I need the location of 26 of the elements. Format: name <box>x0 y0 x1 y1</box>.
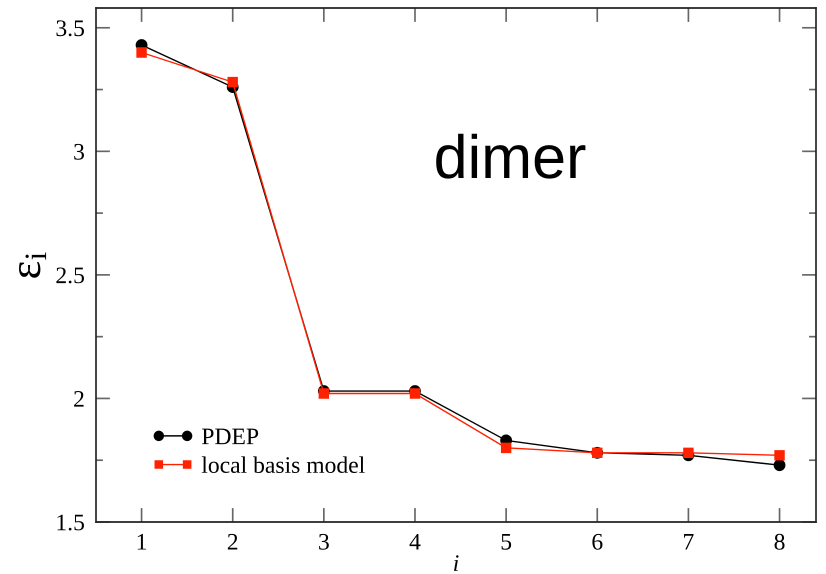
legend-label: PDEP <box>202 428 258 444</box>
point <box>318 388 330 399</box>
point <box>774 450 785 460</box>
y-tick-label: 3.5 <box>56 20 84 36</box>
point <box>683 448 694 458</box>
annotation: dimer <box>436 134 586 179</box>
point <box>228 76 238 88</box>
x-tick-label: 2 <box>228 534 238 550</box>
x-tick-label: 1 <box>138 534 146 550</box>
point <box>500 442 512 454</box>
legend-label: local basis model <box>202 456 365 474</box>
x-tick-label: 5 <box>502 534 512 550</box>
y-tick-label: 3 <box>74 144 84 160</box>
x-tick-label: 4 <box>410 534 421 550</box>
point <box>774 459 786 472</box>
x-tick-label: 3 <box>319 534 329 550</box>
x-tick-label: 8 <box>774 534 785 550</box>
point <box>136 47 147 58</box>
y-tick-label: 2 <box>74 391 84 407</box>
y-tick-label: 1.5 <box>57 514 84 531</box>
x-tick-label: 7 <box>684 534 694 550</box>
x-axis-title: i <box>454 555 459 571</box>
y-tick-label: 2.5 <box>56 267 84 284</box>
point <box>410 388 420 399</box>
y-axis-title: ε$_{i}$ <box>19 252 46 278</box>
x-tick-label: 6 <box>592 534 602 550</box>
